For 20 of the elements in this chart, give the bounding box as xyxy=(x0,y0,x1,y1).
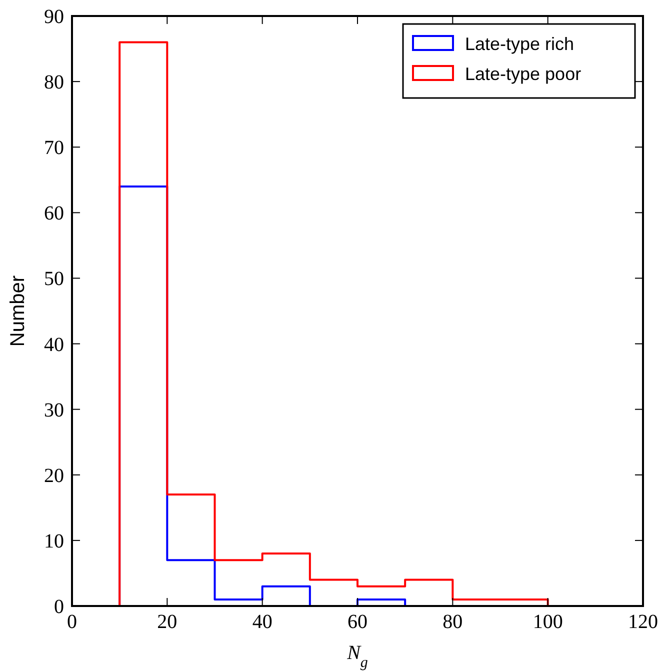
x-tick-label: 20 xyxy=(157,611,178,633)
x-tick-label: 80 xyxy=(442,611,463,633)
y-tick-label: 90 xyxy=(44,6,64,28)
y-tick-label: 20 xyxy=(44,464,64,487)
y-axis-title: Number xyxy=(7,275,29,347)
x-tick-label: 120 xyxy=(628,611,658,633)
y-tick-label: 0 xyxy=(54,596,64,618)
y-tick-label: 70 xyxy=(44,137,64,160)
y-tick-label: 50 xyxy=(44,268,64,290)
y-tick-label: 60 xyxy=(44,202,64,225)
y-tick-label: 10 xyxy=(44,530,64,552)
y-tick-label: 40 xyxy=(44,334,64,356)
y-tick-label: 30 xyxy=(44,399,64,422)
legend-label: Late-type rich xyxy=(465,34,574,54)
x-tick-label: 40 xyxy=(252,611,272,633)
x-axis-title: N$_{g}$ xyxy=(346,642,368,671)
y-tick-label: 80 xyxy=(44,72,64,94)
x-tick-label: 100 xyxy=(532,611,563,633)
legend-label: Late-type poor xyxy=(465,64,582,84)
x-tick-label: 60 xyxy=(348,611,368,633)
